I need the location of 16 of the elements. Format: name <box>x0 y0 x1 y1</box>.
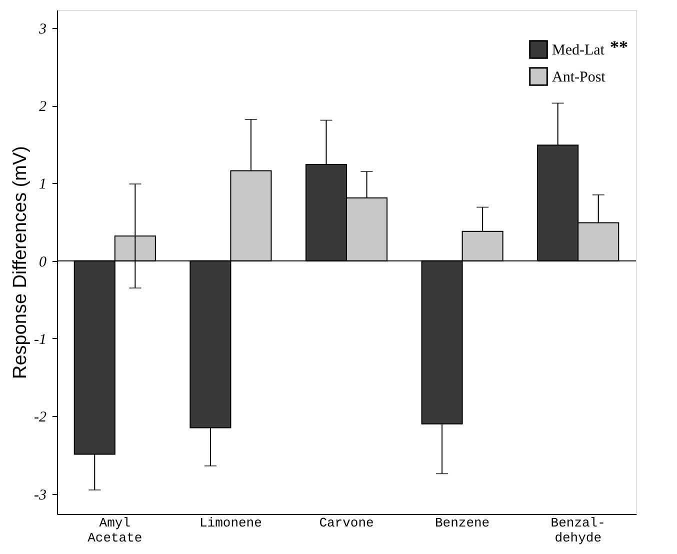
y-tick-label: 1 <box>39 176 46 193</box>
x-tick-label: Carvone <box>319 516 374 530</box>
y-tick-label: -2 <box>34 410 47 426</box>
y-tick-label: 2 <box>39 99 47 116</box>
legend-label: Ant-Post <box>552 70 606 86</box>
x-tick-label: Amyl Acetate <box>88 516 142 546</box>
y-tick-label: 0 <box>39 254 47 270</box>
legend-label: Med-Lat <box>552 42 606 58</box>
x-tick-label: Benzal- dehyde <box>550 516 606 546</box>
y-tick-label: -1 <box>34 332 46 348</box>
y-tick-label: -3 <box>34 487 46 504</box>
y-tick-label: 3 <box>38 21 46 38</box>
x-tick-label: Limonene <box>199 516 262 530</box>
x-tick-label: Benzene <box>434 516 490 530</box>
annotation: ** <box>610 37 628 57</box>
y-axis-title: Response Differences (mV) <box>10 146 32 380</box>
